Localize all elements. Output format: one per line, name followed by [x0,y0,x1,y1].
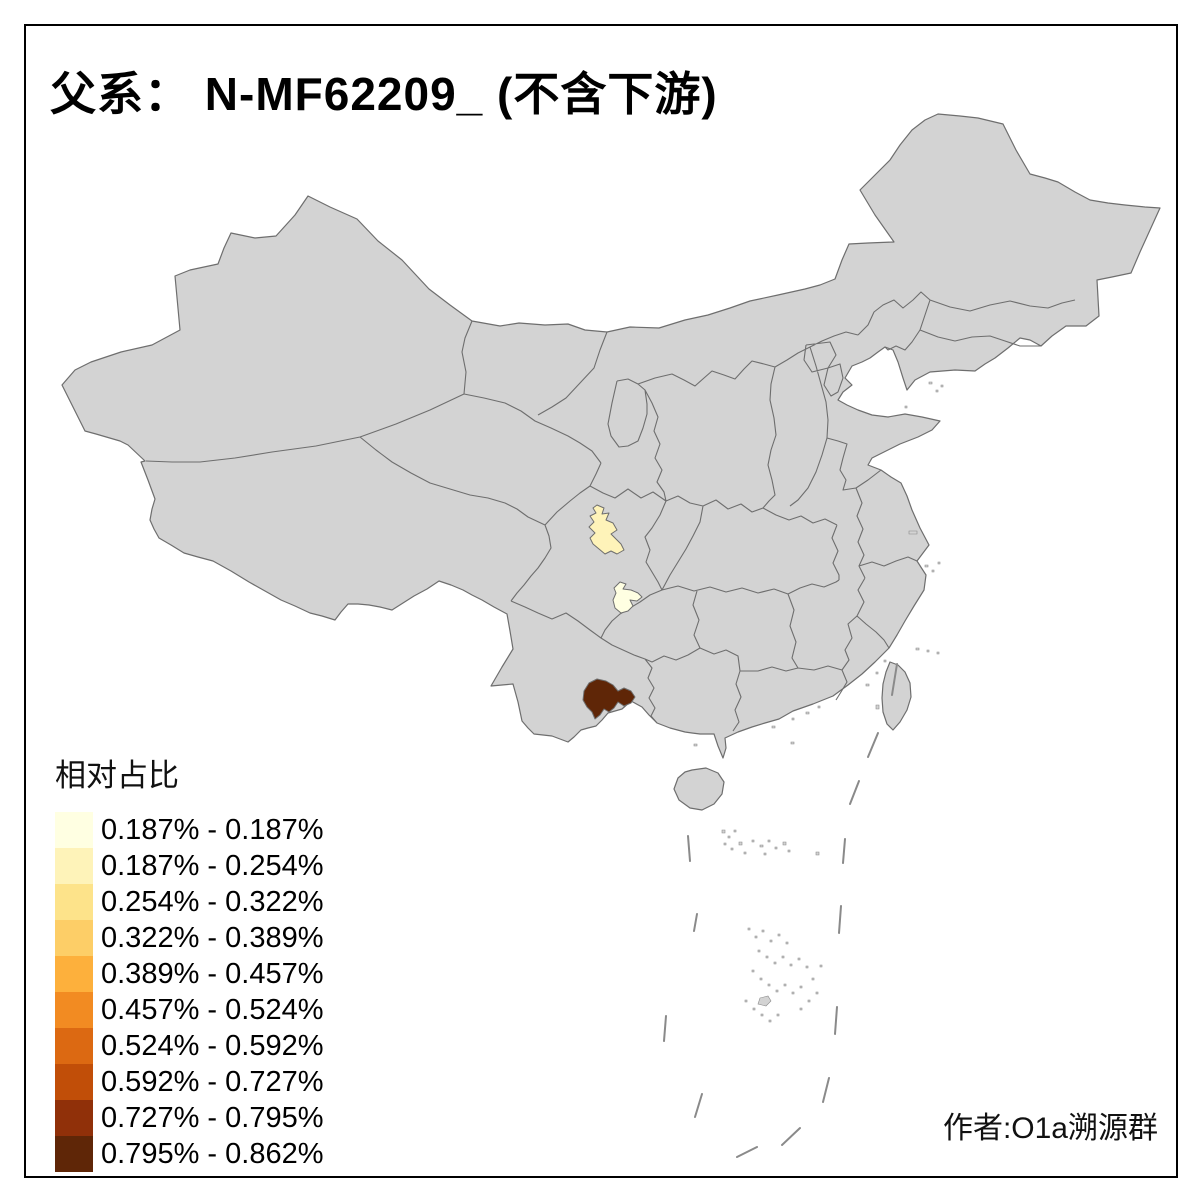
legend-swatch [55,1136,93,1172]
legend-swatch [55,956,93,992]
sea-islets [693,381,944,1023]
legend-entry: 0.457% - 0.524% [55,992,323,1028]
legend-label: 0.187% - 0.254% [101,849,324,882]
legend-entry: 0.524% - 0.592% [55,1028,323,1064]
legend-label: 0.254% - 0.322% [101,885,324,918]
highlighted-region-middle [612,581,643,614]
legend-entry: 0.187% - 0.254% [55,848,323,884]
legend-swatch [55,920,93,956]
legend-entry: 0.795% - 0.862% [55,1136,323,1172]
legend-swatch [55,884,93,920]
legend-entry: 0.322% - 0.389% [55,920,323,956]
page-title: 父系： N-MF62209_ (不含下游) [50,68,718,120]
plot-frame [24,24,1178,1178]
nine-dash-line [663,663,898,1158]
legend-label: 0.187% - 0.187% [101,813,324,846]
legend-swatch [55,1100,93,1136]
legend-label: 0.457% - 0.524% [101,993,324,1026]
hainan-island [673,767,725,811]
legend-swatch [55,848,93,884]
legend-label: 0.524% - 0.592% [101,1029,324,1062]
legend-label: 0.389% - 0.457% [101,957,324,990]
legend-entry: 0.592% - 0.727% [55,1064,323,1100]
legend-label: 0.795% - 0.862% [101,1137,324,1170]
legend-label: 0.727% - 0.795% [101,1101,324,1134]
province-borders [145,291,1076,732]
highlighted-region-south [582,678,636,720]
legend-swatch [55,992,93,1028]
legend-entry: 0.389% - 0.457% [55,956,323,992]
legend-entry: 0.187% - 0.187% [55,812,323,848]
legend-label: 0.322% - 0.389% [101,921,324,954]
legend-label: 0.592% - 0.727% [101,1065,324,1098]
legend-swatch [55,812,93,848]
highlighted-region-north [588,504,625,555]
legend-swatch [55,1028,93,1064]
legend: 相对占比 0.187% - 0.187% 0.187% - 0.254% 0.254… [55,750,323,1172]
legend-entry: 0.254% - 0.322% [55,884,323,920]
legend-swatch [55,1064,93,1100]
legend-entries: 0.187% - 0.187% 0.187% - 0.254% 0.254% - 0… [55,812,323,1172]
attribution-text: 作者:O1a溯源群 [942,1112,1158,1145]
legend-entry: 0.727% - 0.795% [55,1100,323,1136]
legend-title: 相对占比 [55,758,179,793]
taiwan-island [881,661,912,731]
